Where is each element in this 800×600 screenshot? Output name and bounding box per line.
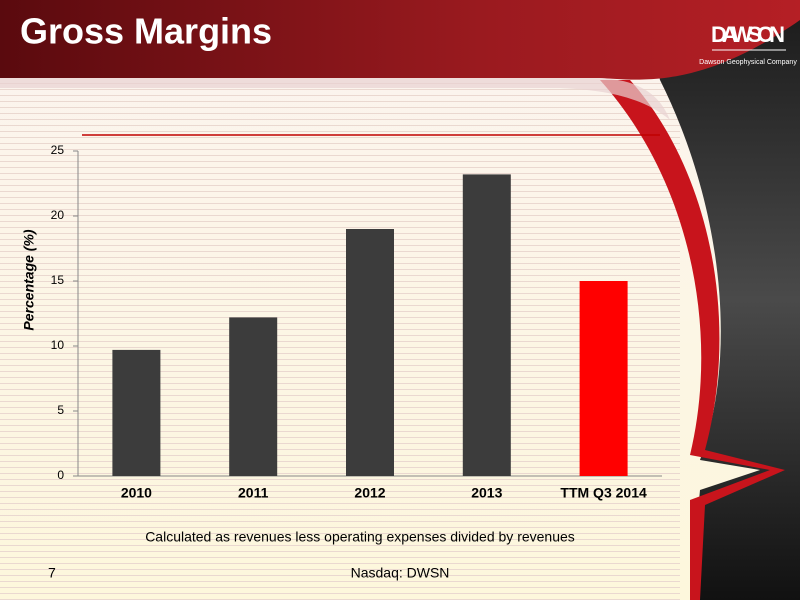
chart-note: Calculated as revenues less operating ex…: [145, 529, 575, 545]
bar: [229, 317, 278, 476]
logo: DAWSON: [711, 22, 785, 47]
right-panel: [640, 0, 800, 600]
slide-title: Gross Margins: [20, 11, 272, 52]
y-tick-label: 5: [57, 403, 64, 417]
bar: [579, 281, 628, 476]
ticker: Nasdaq: DWSN: [351, 565, 450, 581]
company-name: Dawson Geophysical Company: [699, 59, 797, 66]
banner-shadow: [0, 78, 670, 120]
y-tick-label: 20: [51, 208, 65, 222]
y-axis-title: Percentage (%): [21, 229, 37, 330]
x-tick-label: 2010: [121, 485, 152, 501]
bar: [112, 349, 161, 476]
y-tick-label: 0: [57, 468, 64, 482]
y-tick-label: 25: [51, 143, 65, 157]
x-tick-label: 2012: [354, 485, 385, 501]
y-tick-label: 15: [51, 273, 65, 287]
x-tick-label: TTM Q3 2014: [560, 485, 647, 501]
x-tick-label: 2011: [238, 485, 269, 501]
x-tick-label: 2013: [471, 485, 502, 501]
bar: [462, 174, 511, 476]
page-number: 7: [48, 565, 56, 581]
bar: [346, 229, 394, 476]
y-tick-label: 10: [51, 338, 65, 352]
background-stripes: [0, 80, 680, 600]
title-banner: [0, 0, 800, 80]
